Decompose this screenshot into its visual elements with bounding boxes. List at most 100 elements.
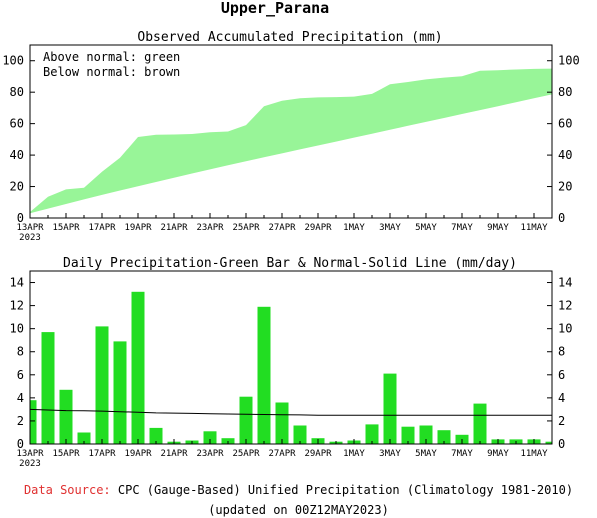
chart1-frame: [29, 44, 553, 219]
chart2-xtick-label: 5MAY: [415, 449, 437, 459]
daily-precip-bar: [437, 430, 451, 444]
chart2-xtick-label: 23APR: [196, 449, 224, 459]
chart2-ytick-label-right: 4: [558, 391, 565, 405]
chart1-ytick-label-left: 40: [10, 148, 24, 162]
chart1-ytick-label-right: 0: [558, 211, 565, 225]
chart2-xtick-label: 3MAY: [379, 449, 401, 459]
chart2-ytick-label-right: 2: [558, 414, 565, 428]
chart1-ytick-label-left: 0: [17, 211, 24, 225]
chart2-xtick-label: 7MAY: [451, 449, 473, 459]
chart1-ytick-label-right: 40: [558, 148, 572, 162]
chart2-xtick-label: 1MAY: [343, 449, 365, 459]
daily-precip-bar: [77, 432, 91, 444]
daily-precip-bar: [419, 425, 433, 444]
daily-precip-bar: [257, 306, 271, 444]
daily-precip-bar: [30, 400, 37, 444]
chart2-xtick-label: 15APR: [52, 449, 80, 459]
chart1-ytick-label-left: 60: [10, 117, 24, 131]
data-source-label: Data Source:: [23, 483, 111, 497]
daily-precip-bar: [545, 441, 552, 444]
chart2-xtick-label: 25APR: [232, 449, 260, 459]
chart2-xtick-label: 27APR: [268, 449, 296, 459]
chart1-xtick-label: 11MAY: [520, 223, 548, 233]
daily-precip-bar: [149, 427, 163, 444]
daily-precip-bar: [95, 326, 109, 444]
chart1-xtick-label: 25APR: [232, 223, 260, 233]
updated-line: (updated on 00Z12MAY2023): [208, 503, 389, 517]
chart1-ytick-label-right: 60: [558, 117, 572, 131]
daily-precip-bar: [383, 373, 397, 444]
chart2-xtick-label: 11MAY: [520, 449, 548, 459]
chart1-xtick-label: 27APR: [268, 223, 296, 233]
daily-precip-bar: [365, 424, 379, 444]
chart2-xtick-label: 29APR: [304, 449, 332, 459]
chart2-frame: [29, 270, 553, 445]
chart2-xtick-label: 17APR: [88, 449, 116, 459]
chart2-ytick-label-left: 10: [10, 322, 24, 336]
chart1-xtick-label: 23APR: [196, 223, 224, 233]
chart1-year-label: 2023: [19, 233, 41, 243]
chart1-ytick-label-right: 20: [558, 180, 572, 194]
chart1-xtick-label: 17APR: [88, 223, 116, 233]
legend-below-normal: Below normal: brown: [43, 65, 180, 79]
chart2-ytick-label-left: 12: [10, 299, 24, 313]
chart1-ytick-label-left: 100: [2, 54, 24, 68]
chart2-xtick-label: 9MAY: [487, 449, 509, 459]
daily-precip-bar: [275, 402, 289, 444]
above-normal-area: [30, 68, 552, 214]
chart1-xtick-label: 9MAY: [487, 223, 509, 233]
chart1-title: Observed Accumulated Precipitation (mm): [137, 30, 442, 45]
chart2-year-label: 2023: [19, 459, 41, 469]
normal-daily-line: [29, 408, 552, 416]
chart1-xtick-label: 5MAY: [415, 223, 437, 233]
chart1-ytick-label-right: 80: [558, 85, 572, 99]
chart1-ytick-label-left: 80: [10, 85, 24, 99]
daily-precip-bar: [113, 341, 127, 444]
daily-precip-bar: [203, 431, 217, 444]
chart2-axes: 0 0 2 2 4 4 6 6 8 8 10 10 12 12 14 14 13APR 15APR 17APR 19A…: [10, 270, 572, 469]
chart2-xtick-label: 19APR: [124, 449, 152, 459]
daily-precip-bar: [239, 396, 253, 444]
chart1-xtick-label: 15APR: [52, 223, 80, 233]
chart1-xtick-label: 7MAY: [451, 223, 473, 233]
legend-above-normal: Above normal: green: [43, 50, 180, 64]
chart2-xtick-label: 13APR: [16, 449, 44, 459]
chart2-ytick-label-left: 14: [10, 276, 24, 290]
chart1-xtick-label: 13APR: [16, 223, 44, 233]
chart1-plot-area: [30, 68, 552, 214]
chart2-ytick-label-left: 6: [17, 368, 24, 382]
data-source-text: CPC (Gauge-Based) Unified Precipitation …: [117, 483, 574, 497]
chart1-xtick-label: 21APR: [160, 223, 188, 233]
chart1-xtick-label: 1MAY: [343, 223, 365, 233]
chart1-ytick-label-left: 20: [10, 180, 24, 194]
chart2-ytick-label-right: 14: [558, 276, 572, 290]
chart2-title: Daily Precipitation-Green Bar & Normal-S…: [63, 256, 517, 271]
chart2-xtick-label: 21APR: [160, 449, 188, 459]
chart2-ytick-label-right: 8: [558, 345, 565, 359]
chart2-ytick-label-left: 2: [17, 414, 24, 428]
chart1-xtick-label: 3MAY: [379, 223, 401, 233]
chart2-bars: [29, 291, 552, 444]
chart1-xtick-label: 29APR: [304, 223, 332, 233]
data-source-line: Data Source: CPC (Gauge-Based) Unified P…: [0, 483, 597, 497]
chart2-ytick-label-right: 0: [558, 437, 565, 451]
daily-precip-chart: Daily Precipitation-Green Bar & Normal-S…: [10, 256, 573, 469]
page-title: Upper_Parana: [221, 0, 329, 17]
daily-precip-bar: [41, 332, 55, 444]
chart2-ytick-label-left: 8: [17, 345, 24, 359]
accumulated-precip-chart: Observed Accumulated Precipitation (mm) …: [2, 30, 579, 243]
daily-precip-bar: [473, 403, 487, 444]
chart2-ytick-label-left: 4: [17, 391, 24, 405]
chart2-ytick-label-right: 6: [558, 368, 565, 382]
chart2-ytick-label-right: 12: [558, 299, 572, 313]
chart2-ytick-label-left: 0: [17, 437, 24, 451]
daily-precip-bar: [293, 425, 307, 444]
chart1-xtick-label: 19APR: [124, 223, 152, 233]
chart1-axes: 0 0 20 20 40 40 60 60 80 80 100 100 13APR 15APR 17APR 1…: [2, 44, 580, 243]
daily-precip-bar: [59, 389, 73, 444]
daily-precip-bar: [401, 426, 415, 444]
daily-precip-bar: [131, 291, 145, 444]
chart1-ytick-label-right: 100: [558, 54, 580, 68]
chart2-ytick-label-right: 10: [558, 322, 572, 336]
